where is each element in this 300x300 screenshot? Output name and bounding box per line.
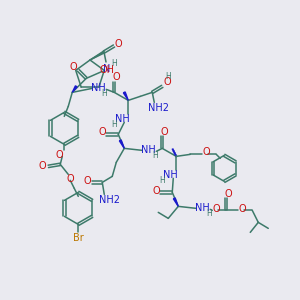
Text: O: O bbox=[70, 62, 77, 72]
Polygon shape bbox=[123, 92, 128, 100]
Text: O: O bbox=[56, 150, 63, 161]
Text: O: O bbox=[164, 77, 171, 87]
Text: NH: NH bbox=[115, 114, 130, 124]
Text: O: O bbox=[112, 72, 120, 82]
Text: NH2: NH2 bbox=[148, 103, 169, 113]
Text: O: O bbox=[114, 39, 122, 49]
Text: O: O bbox=[67, 174, 74, 184]
Text: O: O bbox=[83, 176, 91, 186]
Text: H: H bbox=[165, 72, 171, 81]
Text: H: H bbox=[111, 120, 117, 129]
Text: O: O bbox=[212, 204, 220, 214]
Text: H: H bbox=[101, 89, 107, 98]
Polygon shape bbox=[90, 51, 104, 60]
Text: O: O bbox=[98, 128, 106, 137]
Text: NH: NH bbox=[141, 146, 156, 155]
Text: H: H bbox=[206, 209, 212, 218]
Polygon shape bbox=[173, 198, 178, 206]
Text: NH: NH bbox=[195, 203, 210, 213]
Text: O: O bbox=[152, 186, 160, 197]
Text: O: O bbox=[38, 161, 46, 171]
Text: N: N bbox=[103, 64, 110, 74]
Text: NH2: NH2 bbox=[99, 195, 120, 206]
Text: NH: NH bbox=[91, 83, 106, 93]
Text: Br: Br bbox=[73, 233, 84, 243]
Text: H: H bbox=[159, 176, 165, 185]
Text: O: O bbox=[238, 204, 246, 214]
Text: H: H bbox=[111, 59, 117, 68]
Text: OH: OH bbox=[100, 65, 115, 75]
Text: O: O bbox=[224, 189, 232, 200]
Text: NH: NH bbox=[163, 170, 178, 180]
Polygon shape bbox=[119, 140, 124, 148]
Text: O: O bbox=[202, 147, 210, 158]
Text: H: H bbox=[152, 151, 158, 160]
Text: O: O bbox=[160, 128, 168, 137]
Polygon shape bbox=[72, 86, 77, 92]
